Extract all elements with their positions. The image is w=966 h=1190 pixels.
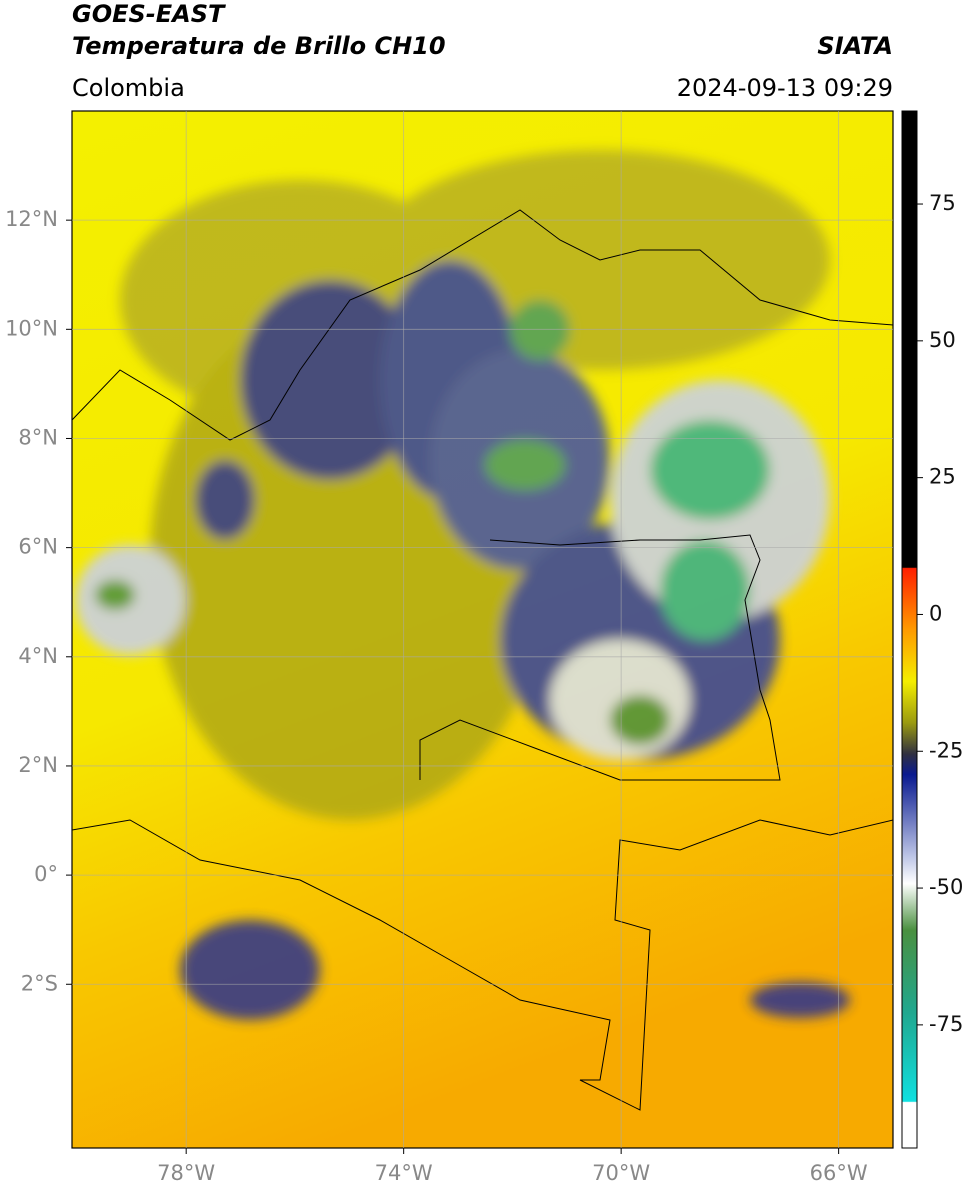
- subtitle: Temperatura de Brillo CH10: [72, 32, 446, 60]
- y-tick-label: 8°N: [18, 425, 58, 449]
- title: GOES-EAST: [72, 0, 226, 28]
- colorbar-tick-label: 50: [929, 328, 956, 352]
- y-tick-label: 6°N: [18, 535, 58, 559]
- colorbar-tick-label: -75: [929, 1012, 963, 1036]
- x-tick-label: 66°W: [810, 1161, 868, 1185]
- colorbar-tick-label: -25: [929, 738, 963, 762]
- y-tick-label: 4°N: [18, 644, 58, 668]
- x-tick-label: 78°W: [157, 1161, 215, 1185]
- region: Colombia: [72, 74, 185, 102]
- y-tick-label: 2°N: [18, 753, 58, 777]
- timestamp: 2024-09-13 09:29: [677, 74, 893, 102]
- colorbar-tick-label: 0: [929, 601, 942, 625]
- colorbar: [901, 110, 918, 1149]
- colorbar-tick-label: -50: [929, 875, 963, 899]
- y-tick-label: 2°S: [21, 971, 58, 995]
- colorbar-tick-label: 25: [929, 465, 956, 489]
- y-tick-label: 10°N: [5, 316, 58, 340]
- map-frame: [71, 110, 894, 1149]
- colorbar-tick-label: 75: [929, 191, 956, 215]
- imagery: [72, 111, 893, 1148]
- y-tick-label: 12°N: [5, 207, 58, 231]
- x-tick-label: 70°W: [592, 1161, 650, 1185]
- x-tick-label: 74°W: [375, 1161, 433, 1185]
- y-tick-label: 0°: [34, 862, 58, 886]
- source: SIATA: [817, 32, 893, 60]
